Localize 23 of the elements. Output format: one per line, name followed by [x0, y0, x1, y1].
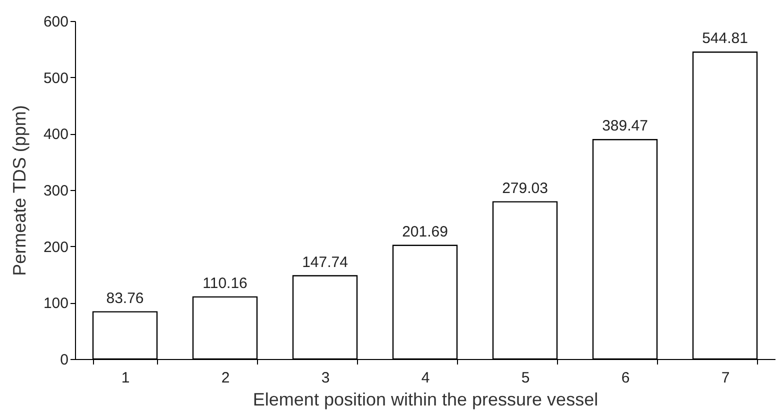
- y-tick-label: 200: [43, 238, 68, 256]
- data-label: 279.03: [502, 180, 548, 197]
- y-tick-label: 600: [43, 14, 68, 30]
- x-tick-label: 3: [321, 370, 330, 386]
- data-label: 147.74: [302, 254, 348, 271]
- y-tick-label: 400: [43, 126, 68, 144]
- data-label: 544.81: [702, 30, 748, 48]
- data-label: 389.47: [602, 118, 648, 135]
- y-axis-title: Permeate TDS (ppm): [9, 105, 30, 276]
- x-tick-label: 4: [421, 370, 430, 386]
- data-label: 83.76: [106, 290, 144, 307]
- x-tick-label: 7: [721, 370, 730, 386]
- y-tick-label: 300: [43, 182, 68, 200]
- x-axis-title: Element position within the pressure vessel: [252, 390, 598, 410]
- y-tick-label: 100: [43, 295, 68, 312]
- x-tick-label: 5: [521, 370, 530, 386]
- y-tick-label: 500: [43, 70, 68, 87]
- x-tick-label: 6: [621, 370, 630, 386]
- data-label: 201.69: [402, 223, 448, 240]
- y-tick-label: 0: [60, 352, 68, 368]
- data-label: 110.16: [202, 274, 248, 292]
- x-tick-label: 2: [221, 370, 230, 386]
- x-tick-label: 1: [121, 370, 130, 386]
